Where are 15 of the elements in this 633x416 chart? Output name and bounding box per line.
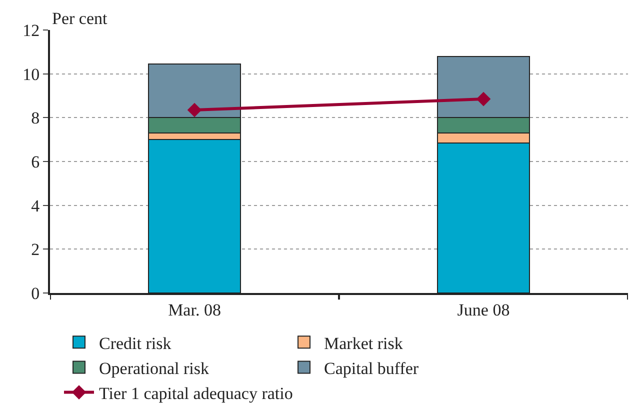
legend-label: Market risk	[324, 334, 404, 353]
legend-label: Credit risk	[99, 334, 172, 353]
legend-label: Capital buffer	[324, 358, 419, 378]
y-tick-label: 6	[31, 152, 40, 172]
y-tick-label: 4	[31, 196, 40, 216]
y-tick-label: 12	[22, 20, 40, 40]
legend-label: Operational risk	[99, 358, 210, 378]
y-tick-label: 10	[22, 64, 40, 84]
y-axis-title: Per cent	[52, 9, 108, 28]
x-tick-label: June 08	[457, 300, 510, 320]
y-tick-label: 2	[31, 240, 40, 260]
y-tick-label: 8	[31, 108, 40, 128]
legend-label: Tier 1 capital adequacy ratio	[99, 384, 293, 403]
y-tick-label: 0	[31, 284, 40, 303]
x-tick-label: Mar. 08	[168, 300, 221, 320]
